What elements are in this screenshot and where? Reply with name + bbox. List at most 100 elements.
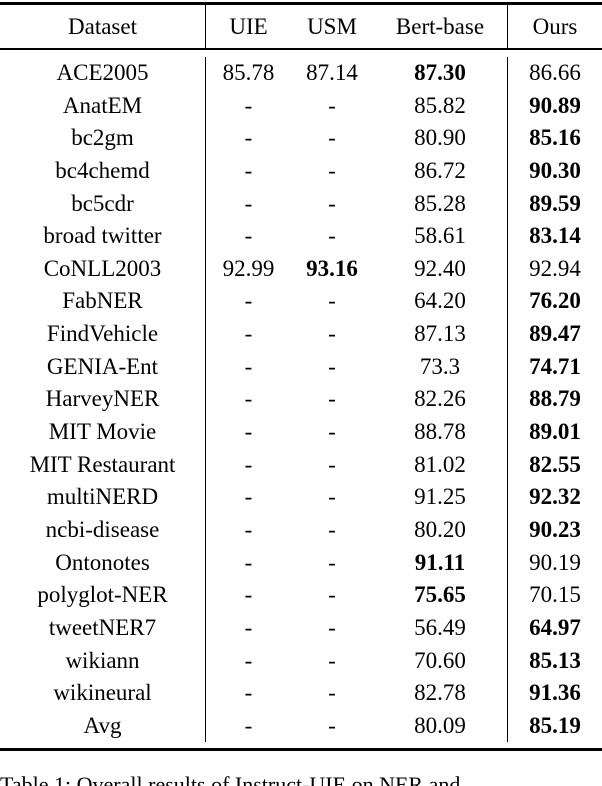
uie-cell: 92.99 (205, 252, 291, 286)
table-row: bc5cdr - - 85.28 89.59 (0, 187, 602, 221)
dataset-cell: Avg (83, 712, 122, 738)
usm-cell: - (328, 647, 336, 673)
table-row: ACE2005 85.78 87.14 87.30 86.66 (0, 57, 602, 90)
usm-cell: - (328, 321, 336, 347)
ours-cell: 90.19 (507, 546, 602, 580)
usm-cell: - (328, 680, 336, 706)
ours-cell: 90.23 (507, 513, 602, 547)
dataset-cell: wikineural (53, 680, 152, 706)
ours-cell: 76.20 (507, 285, 602, 319)
ours-cell: 85.13 (507, 644, 602, 678)
dataset-cell: polyglot-NER (37, 582, 168, 608)
ours-cell: 90.89 (507, 89, 602, 123)
bert-base-cell: 73.3 (419, 353, 461, 379)
bert-base-cell: 85.82 (414, 92, 466, 118)
results-table: Dataset UIE USM Bert-base Ours ACE2005 8… (0, 2, 602, 752)
table-row: polyglot-NER - - 75.65 70.15 (0, 579, 602, 612)
table-row: Avg - - 80.09 85.19 (0, 709, 602, 743)
usm-cell: - (328, 157, 336, 183)
usm-cell: - (328, 223, 336, 249)
ours-cell: 85.19 (507, 709, 602, 743)
column-header-uie: UIE (205, 5, 291, 48)
uie-cell: - (205, 546, 291, 580)
uie-cell: - (205, 709, 291, 743)
ours-cell: 85.16 (507, 122, 602, 155)
bert-base-cell: 82.26 (414, 386, 466, 412)
table-row: wikineural - - 82.78 91.36 (0, 677, 602, 710)
ours-cell: 74.71 (507, 350, 602, 384)
bert-base-cell: 88.78 (414, 419, 466, 445)
table-row: FindVehicle - - 87.13 89.47 (0, 318, 602, 351)
ours-cell: 91.36 (507, 677, 602, 710)
bert-base-cell: 56.49 (414, 614, 466, 640)
bert-base-cell: 80.20 (414, 516, 466, 542)
dataset-cell: bc4chemd (55, 157, 150, 183)
bert-base-cell: 75.65 (414, 582, 466, 608)
uie-cell: - (205, 579, 291, 612)
table-row: GENIA-Ent - - 73.3 74.71 (0, 350, 602, 384)
uie-cell: - (205, 481, 291, 514)
ours-cell: 92.32 (507, 481, 602, 514)
dataset-cell: GENIA-Ent (46, 353, 159, 379)
ours-cell: 70.15 (507, 579, 602, 612)
bert-base-cell: 70.60 (414, 647, 466, 673)
bert-base-cell: 80.09 (414, 712, 466, 738)
bert-base-cell: 87.13 (414, 321, 466, 347)
uie-cell: - (205, 187, 291, 221)
usm-cell: - (328, 353, 336, 379)
table-row: bc2gm - - 80.90 85.16 (0, 122, 602, 155)
bert-base-cell: 91.25 (414, 484, 466, 510)
ours-cell: 90.30 (507, 154, 602, 188)
bert-base-cell: 91.11 (414, 549, 466, 575)
table-header-rule (0, 48, 602, 50)
uie-cell: - (205, 89, 291, 123)
usm-cell: - (328, 614, 336, 640)
usm-cell: - (328, 451, 336, 477)
dataset-cell: broad twitter (43, 223, 162, 249)
dataset-cell: bc5cdr (71, 190, 134, 216)
dataset-cell: AnatEM (62, 92, 143, 118)
table-body: ACE2005 85.78 87.14 87.30 86.66 AnatEM -… (0, 50, 602, 748)
uie-cell: - (205, 383, 291, 417)
bert-base-cell: 87.30 (414, 60, 466, 85)
table-bottom-rule (0, 748, 602, 752)
usm-cell: 87.14 (306, 60, 358, 85)
table-row: bc4chemd - - 86.72 90.30 (0, 154, 602, 188)
column-header-dataset: Dataset (68, 14, 137, 39)
ours-cell: 89.47 (507, 318, 602, 351)
uie-cell: - (205, 285, 291, 319)
column-header-usm: USM (307, 14, 357, 39)
ours-cell: 82.55 (507, 448, 602, 482)
column-header-ours: Ours (507, 5, 602, 48)
bert-base-cell: 92.40 (414, 255, 466, 281)
usm-cell: 93.16 (306, 255, 358, 281)
table-header-row: Dataset UIE USM Bert-base Ours (0, 5, 602, 48)
usm-cell: - (328, 386, 336, 412)
table-row: Ontonotes - - 91.11 90.19 (0, 546, 602, 580)
usm-cell: - (328, 484, 336, 510)
uie-cell: - (205, 350, 291, 384)
uie-cell: - (205, 677, 291, 710)
table-row: ncbi-disease - - 80.20 90.23 (0, 513, 602, 547)
uie-cell: 85.78 (205, 57, 291, 90)
usm-cell: - (328, 712, 336, 738)
uie-cell: - (205, 318, 291, 351)
uie-cell: - (205, 513, 291, 547)
dataset-cell: MIT Movie (48, 419, 157, 445)
bert-base-cell: 81.02 (414, 451, 466, 477)
usm-cell: - (328, 419, 336, 445)
table-row: AnatEM - - 85.82 90.89 (0, 89, 602, 123)
table-caption: Table 1: Overall results of Instruct-UIE… (0, 772, 461, 786)
dataset-cell: FindVehicle (46, 321, 159, 347)
uie-cell: - (205, 154, 291, 188)
usm-cell: - (328, 92, 336, 118)
usm-cell: - (328, 516, 336, 542)
uie-cell: - (205, 416, 291, 449)
ours-cell: 89.59 (507, 187, 602, 221)
table-row: CoNLL2003 92.99 93.16 92.40 92.94 (0, 252, 602, 286)
usm-cell: - (328, 582, 336, 608)
table-row: tweetNER7 - - 56.49 64.97 (0, 611, 602, 645)
usm-cell: - (328, 549, 336, 575)
bert-base-cell: 85.28 (414, 190, 466, 216)
dataset-cell: FabNER (62, 288, 143, 314)
